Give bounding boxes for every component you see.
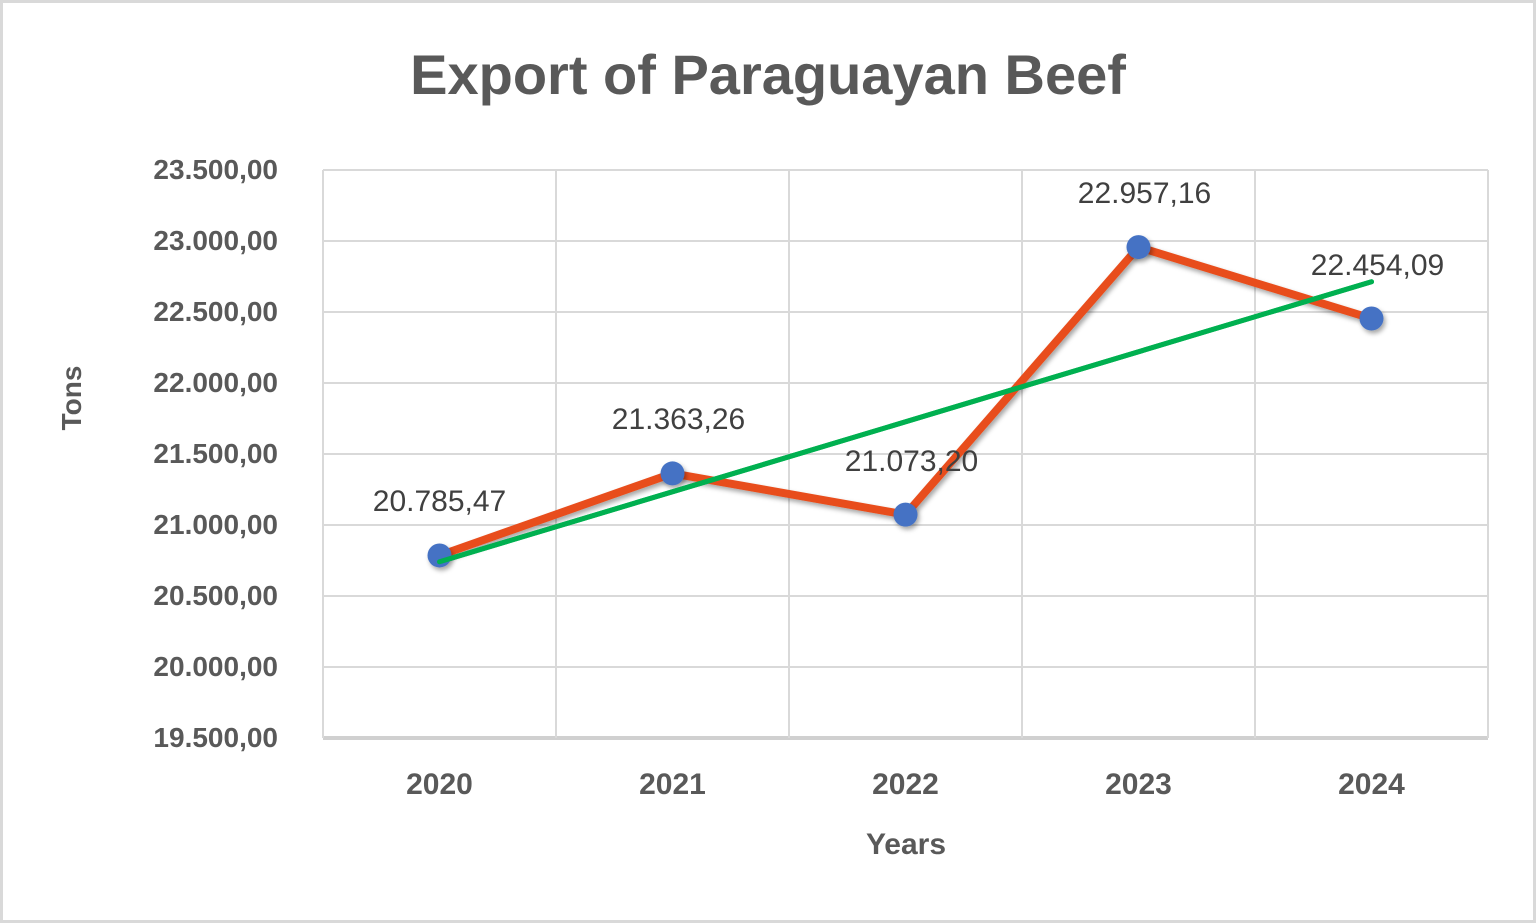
chart-title: Export of Paraguayan Beef [410,43,1126,106]
y-tick-label: 21.500,00 [153,438,278,469]
data-label: 21.073,20 [844,444,979,478]
x-axis-label: Years [865,828,947,861]
data-markers [427,235,1384,568]
data-label: 21.363,26 [611,403,746,437]
data-point-marker [1126,235,1151,260]
trendline [437,279,1374,565]
x-tick-label: 2024 [1338,768,1405,801]
data-label: 20.785,47 [372,485,507,519]
data-point-marker [660,461,685,486]
x-tick-label: 2021 [639,768,706,801]
x-tick-label: 2022 [872,768,939,801]
y-tick-label: 22.500,00 [153,296,278,327]
y-tick-label: 23.500,00 [153,154,278,185]
x-tick-label: 2020 [406,768,473,801]
y-tick-label: 20.500,00 [153,580,278,611]
y-tick-label: 21.000,00 [153,509,278,540]
y-tick-label: 20.000,00 [153,651,278,682]
data-point-marker [893,502,918,527]
y-tick-label: 22.000,00 [153,367,278,398]
data-label: 22.957,16 [1077,177,1212,211]
data-label: 22.454,09 [1310,248,1445,282]
y-tick-label: 23.000,00 [153,225,278,256]
data-point-marker [1359,306,1384,331]
x-tick-label: 2023 [1105,768,1172,801]
y-tick-label: 19.500,00 [153,722,278,753]
